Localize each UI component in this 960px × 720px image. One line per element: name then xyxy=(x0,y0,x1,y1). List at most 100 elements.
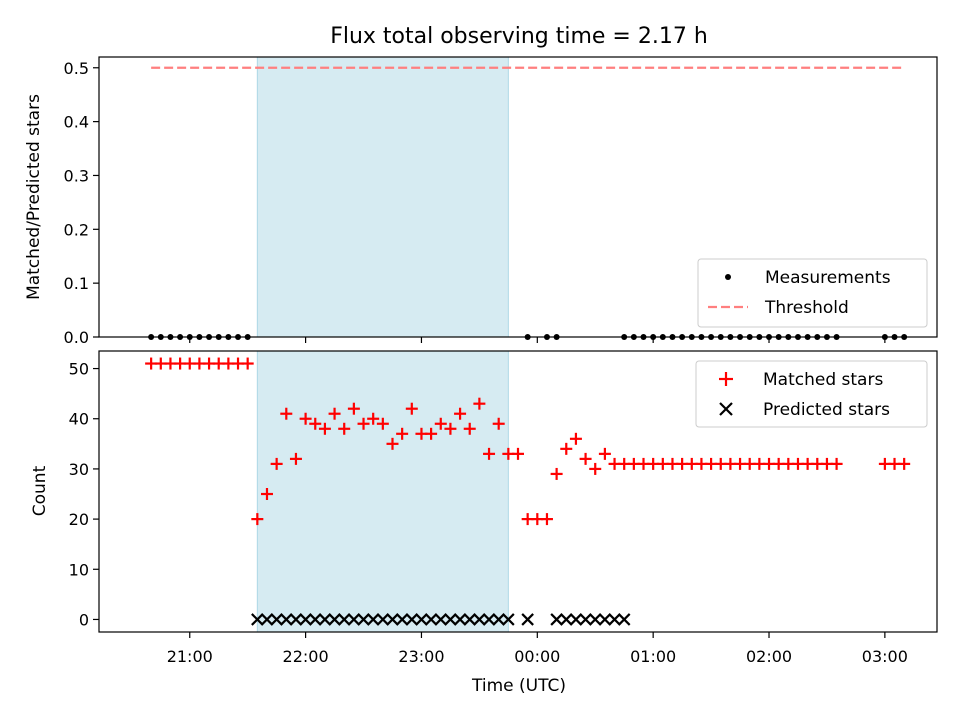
predicted-star-point xyxy=(492,613,505,626)
matched-star-point xyxy=(405,402,418,415)
matched-star-point xyxy=(425,427,438,440)
x-tick-label: 02:00 xyxy=(746,647,792,666)
predicted-star-point xyxy=(424,613,438,626)
predicted-star-point xyxy=(299,613,312,626)
legend-predicted-marker xyxy=(719,402,733,416)
matched-star-point xyxy=(454,407,467,420)
predicted-star-point xyxy=(569,613,583,626)
bottom-plot-frame xyxy=(98,350,938,633)
y-tick-label: 40 xyxy=(69,410,89,429)
top-y-axis-label: Matched/Predicted stars xyxy=(24,94,44,300)
predicted-star-point xyxy=(579,613,592,626)
legend-threshold-label: Threshold xyxy=(764,298,849,318)
matched-star-point xyxy=(309,417,322,430)
predicted-star-point xyxy=(260,613,274,626)
predicted-star-point xyxy=(559,613,573,626)
predicted-star-point xyxy=(395,613,409,626)
bottom-legend: Matched stars Predicted stars xyxy=(695,360,928,428)
matched-star-point xyxy=(347,402,360,415)
matched-star-point xyxy=(367,412,380,425)
top-y-ticks: 0.0 0.1 0.2 0.3 0.4 0.5 xyxy=(64,59,99,347)
predicted-star-point xyxy=(366,613,380,626)
matched-star-point xyxy=(444,422,457,435)
predicted-star-points xyxy=(251,613,631,626)
predicted-star-point xyxy=(308,613,322,626)
matched-star-points xyxy=(145,357,911,526)
matched-star-point xyxy=(598,447,611,460)
matched-star-point xyxy=(260,488,273,501)
y-tick-label: 0 xyxy=(79,610,89,629)
legend-predicted-label: Predicted stars xyxy=(763,400,890,420)
predicted-star-point xyxy=(444,613,457,626)
predicted-star-point xyxy=(550,613,563,626)
legend-matched-label: Matched stars xyxy=(763,370,883,390)
matched-star-point xyxy=(540,513,553,526)
y-tick-label: 0.5 xyxy=(64,59,89,78)
top-legend: Measurements Threshold xyxy=(697,258,928,328)
predicted-star-point xyxy=(405,613,419,626)
matched-star-point xyxy=(830,457,843,470)
predicted-star-point xyxy=(463,613,477,626)
x-tick-label: 21:00 xyxy=(167,647,213,666)
matched-star-point xyxy=(396,427,409,440)
x-axis-label: Time (UTC) xyxy=(471,676,566,696)
matched-star-point xyxy=(579,452,592,465)
y-tick-label: 20 xyxy=(69,510,89,529)
predicted-star-point xyxy=(328,613,341,626)
y-tick-label: 0.0 xyxy=(64,328,89,347)
bottom-legend-box xyxy=(695,360,928,428)
bottom-y-ticks: 0 10 20 30 40 50 xyxy=(69,360,99,629)
predicted-star-point xyxy=(473,613,486,626)
top-legend-box xyxy=(697,258,928,328)
predicted-star-point xyxy=(289,613,303,626)
predicted-star-point xyxy=(453,613,467,626)
predicted-star-point xyxy=(608,613,621,626)
predicted-star-point xyxy=(318,613,332,626)
predicted-star-point xyxy=(434,613,448,626)
predicted-star-point xyxy=(386,613,399,626)
matched-star-point xyxy=(463,422,476,435)
bottom-panel: 0 10 20 30 40 50 21:00 22:00 23:00 00:00 01:00 02:… xyxy=(30,350,938,696)
predicted-star-point xyxy=(337,613,351,626)
matched-star-point xyxy=(386,437,399,450)
legend-measurements-label: Measurements xyxy=(765,268,891,288)
matched-star-point xyxy=(483,447,496,460)
matched-star-point xyxy=(434,417,447,430)
matched-star-point xyxy=(512,447,524,460)
top-plot-frame xyxy=(98,56,938,338)
predicted-star-point xyxy=(270,613,283,626)
matched-star-point xyxy=(318,422,331,435)
bottom-x-ticks: 21:00 22:00 23:00 00:00 01:00 02:00 03:00 xyxy=(167,632,908,666)
bottom-y-axis-label: Count xyxy=(30,465,50,516)
matched-star-point xyxy=(241,357,254,370)
top-panel: 0.0 0.1 0.2 0.3 0.4 0.5 Matched/Predicted sta… xyxy=(24,56,938,347)
bottom-shaded-region xyxy=(256,350,509,633)
y-tick-label: 0.4 xyxy=(64,113,89,132)
matched-star-point xyxy=(280,407,293,420)
y-tick-label: 0.3 xyxy=(64,166,89,185)
predicted-star-point xyxy=(251,613,264,626)
predicted-star-point xyxy=(280,613,293,626)
predicted-star-point xyxy=(482,613,496,626)
x-tick-label: 01:00 xyxy=(630,647,676,666)
matched-star-point xyxy=(473,397,486,410)
matched-star-point xyxy=(560,442,573,455)
legend-matched-marker xyxy=(719,372,733,386)
matched-star-point xyxy=(289,452,302,465)
x-tick-label: 03:00 xyxy=(862,647,908,666)
x-tick-label: 22:00 xyxy=(283,647,329,666)
matched-star-point xyxy=(550,467,563,480)
x-tick-label: 00:00 xyxy=(514,647,560,666)
y-tick-label: 0.2 xyxy=(64,220,89,239)
predicted-star-point xyxy=(598,613,612,626)
predicted-star-point xyxy=(376,613,390,626)
y-tick-label: 50 xyxy=(69,360,89,379)
y-tick-label: 0.1 xyxy=(64,274,89,293)
predicted-star-point xyxy=(617,613,631,626)
top-shaded-region xyxy=(256,56,509,338)
predicted-star-point xyxy=(347,613,361,626)
y-tick-label: 30 xyxy=(69,460,89,479)
matched-star-point xyxy=(589,462,602,475)
matched-star-point xyxy=(328,407,341,420)
matched-star-point xyxy=(376,417,389,430)
